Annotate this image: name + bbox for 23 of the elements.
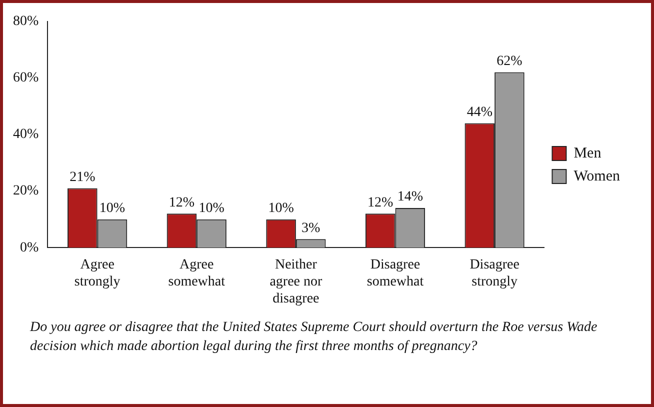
y-tick-label: 20%: [12, 184, 39, 199]
data-label: 3%: [302, 220, 320, 236]
y-tick-label: 60%: [12, 70, 39, 86]
x-tick-label: Neither agree nor disagree: [270, 258, 323, 306]
data-label: 10%: [268, 200, 294, 216]
data-label: 10%: [198, 200, 225, 216]
x-tick-label: Disagree strongly: [470, 258, 520, 290]
legend-label: Men: [574, 145, 602, 162]
text: Do you agree or disagree that the United States Supreme Court should overturn the Roe versus Wade decision which made abortion legal during the first three months of pregnancy?: [30, 319, 598, 356]
y-tick-label: 0%: [20, 240, 39, 256]
x-tick-label: Disagree somewhat: [366, 258, 424, 290]
data-label: 12%: [368, 195, 394, 210]
data-label: 10%: [99, 200, 126, 216]
x-tick-label: Agree somewhat: [168, 258, 226, 290]
x-tick-label: Agree strongly: [74, 258, 120, 290]
y-tick-label: 40%: [12, 127, 39, 142]
data-label: 21%: [70, 170, 96, 185]
data-label: 44%: [466, 104, 493, 120]
data-label: 62%: [496, 54, 523, 69]
data-label: 14%: [397, 190, 424, 205]
data-label: 12%: [168, 195, 195, 210]
y-tick-label: 80%: [12, 14, 39, 30]
legend-label: Women: [574, 168, 620, 184]
